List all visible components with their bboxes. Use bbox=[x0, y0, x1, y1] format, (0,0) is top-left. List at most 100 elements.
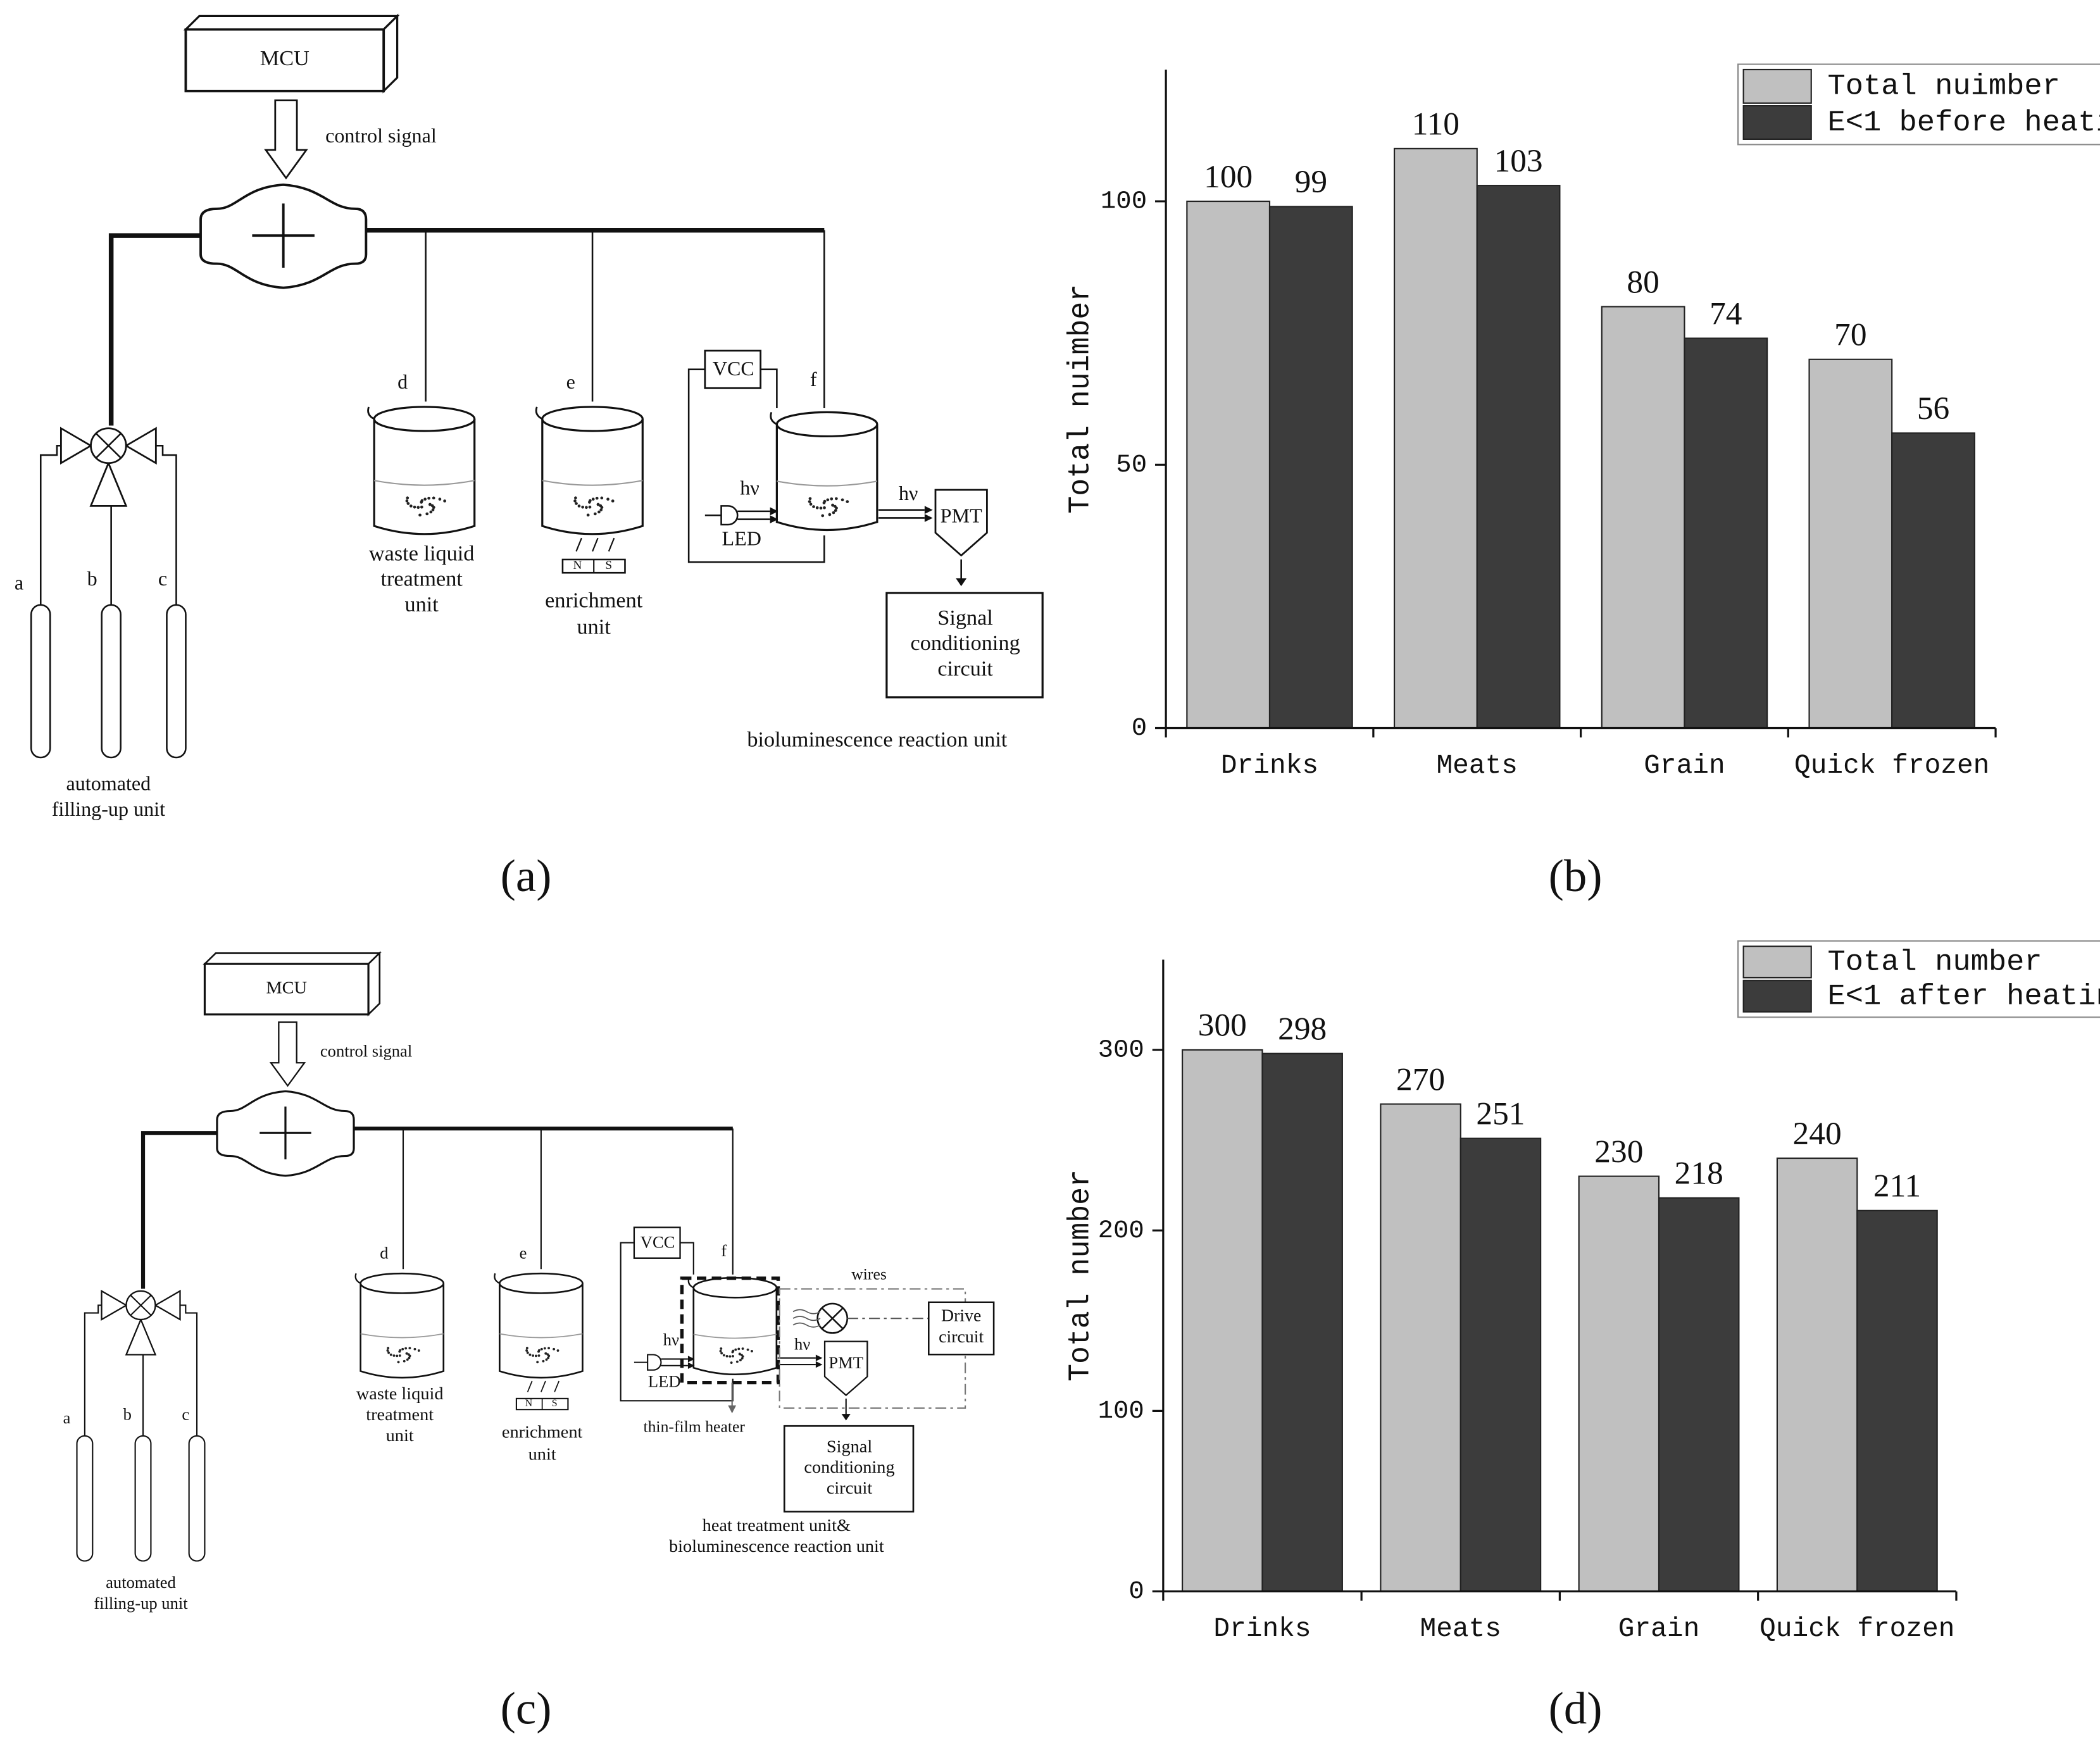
beaker-label: f bbox=[721, 1242, 727, 1260]
bar bbox=[1808, 358, 1893, 729]
wire bbox=[96, 433, 122, 459]
tube bbox=[188, 1435, 206, 1562]
particle bbox=[734, 1348, 737, 1351]
bar bbox=[1578, 1175, 1660, 1592]
data-label: 240 bbox=[1793, 1116, 1842, 1152]
signal-circuit-label: conditioning bbox=[804, 1458, 894, 1477]
particle bbox=[432, 506, 435, 509]
particle bbox=[413, 505, 416, 509]
particle bbox=[841, 498, 844, 502]
bar bbox=[1856, 1209, 1938, 1592]
data-label: 270 bbox=[1396, 1062, 1445, 1098]
tube-label: c bbox=[182, 1406, 189, 1424]
arrowhead bbox=[687, 1362, 695, 1370]
enrichment-unit-label: enrichment bbox=[502, 1423, 583, 1442]
particle bbox=[544, 1352, 547, 1355]
particle bbox=[581, 505, 585, 509]
filling-unit-label: filling-up unit bbox=[52, 798, 165, 820]
data-label: 74 bbox=[1709, 296, 1742, 332]
heat-wave bbox=[792, 1316, 821, 1321]
beaker-rim bbox=[359, 1272, 445, 1294]
vcc-label: VCC bbox=[713, 358, 754, 380]
tube-label: b bbox=[123, 1406, 132, 1424]
x-tick-label: Drinks bbox=[1213, 1614, 1311, 1644]
particle bbox=[834, 509, 837, 512]
particle bbox=[831, 503, 834, 507]
pmt-label: PMT bbox=[941, 505, 982, 527]
particle bbox=[397, 1361, 400, 1364]
bar bbox=[1684, 337, 1768, 729]
particle bbox=[600, 506, 604, 509]
mcu-box-side bbox=[382, 13, 399, 94]
beaker-spout bbox=[354, 1273, 361, 1284]
particle bbox=[406, 502, 410, 505]
particle bbox=[595, 496, 599, 500]
arrowhead bbox=[728, 1405, 737, 1414]
tube-label: b bbox=[87, 568, 97, 590]
signal-arrow bbox=[269, 1021, 306, 1087]
legend-swatch bbox=[1742, 980, 1812, 1013]
particle bbox=[722, 1354, 725, 1357]
mcu-box-side bbox=[367, 951, 381, 1017]
particle bbox=[428, 503, 432, 506]
particle bbox=[720, 1347, 723, 1350]
beaker bbox=[359, 1283, 445, 1379]
particle bbox=[808, 500, 811, 503]
tube bbox=[30, 604, 51, 759]
x-tick-label: Quick frozen bbox=[1794, 751, 1989, 781]
light-label: hν bbox=[740, 477, 759, 499]
particle bbox=[750, 1350, 753, 1352]
filling-unit-label: automated bbox=[106, 1573, 176, 1592]
light-label: hν bbox=[794, 1335, 810, 1354]
signal-arrow bbox=[264, 99, 308, 180]
signal-circuit-label: circuit bbox=[937, 657, 993, 680]
bar bbox=[1182, 1049, 1263, 1592]
particle bbox=[403, 1359, 406, 1363]
particle bbox=[741, 1347, 744, 1350]
wire bbox=[130, 1295, 152, 1316]
valve-arm bbox=[154, 1289, 181, 1321]
particle bbox=[423, 497, 427, 501]
particle bbox=[728, 1355, 732, 1358]
particle bbox=[396, 1354, 399, 1358]
arrowhead bbox=[770, 507, 778, 516]
heater-label: thin-film heater bbox=[643, 1418, 745, 1436]
particle bbox=[420, 499, 424, 503]
heat-wave bbox=[792, 1309, 821, 1314]
pipe bbox=[108, 233, 201, 426]
particle bbox=[809, 503, 813, 506]
particle bbox=[542, 1359, 545, 1363]
y-tick-label: 300 bbox=[1098, 1036, 1144, 1065]
particle bbox=[399, 1349, 402, 1352]
particle bbox=[835, 497, 838, 501]
beaker-spout bbox=[367, 406, 375, 420]
data-label: 300 bbox=[1198, 1008, 1247, 1044]
particle bbox=[808, 497, 812, 501]
wire bbox=[592, 537, 599, 552]
legend-label: E<1 before heating bbox=[1827, 106, 2100, 140]
data-label: 103 bbox=[1494, 143, 1543, 179]
diagram-extras: Drive circuit wires thin-film heater bbox=[643, 1264, 995, 1436]
particle bbox=[532, 1354, 535, 1357]
panel-label: (b) bbox=[1549, 851, 1603, 901]
data-label: 56 bbox=[1917, 390, 1949, 427]
particle bbox=[812, 505, 815, 508]
particle bbox=[741, 1357, 744, 1360]
data-label: 99 bbox=[1295, 164, 1327, 200]
tube-label: a bbox=[63, 1409, 71, 1427]
particle bbox=[545, 1358, 548, 1361]
diagram: MCU control signal a b c automated filling-up … bbox=[15, 13, 1044, 820]
particle bbox=[586, 513, 590, 517]
arrowhead bbox=[687, 1356, 695, 1363]
enrichment-unit-label: enrichment bbox=[545, 589, 643, 613]
light-label: hν bbox=[899, 482, 918, 504]
valve-arm bbox=[59, 427, 93, 465]
particle bbox=[528, 1353, 532, 1356]
liquid-level bbox=[542, 480, 643, 486]
beaker-spout bbox=[494, 1273, 500, 1284]
tube-label: a bbox=[15, 572, 23, 594]
enrichment-unit-label: unit bbox=[528, 1445, 556, 1464]
particle bbox=[534, 1354, 537, 1358]
x-tick-label: Drinks bbox=[1221, 751, 1318, 781]
